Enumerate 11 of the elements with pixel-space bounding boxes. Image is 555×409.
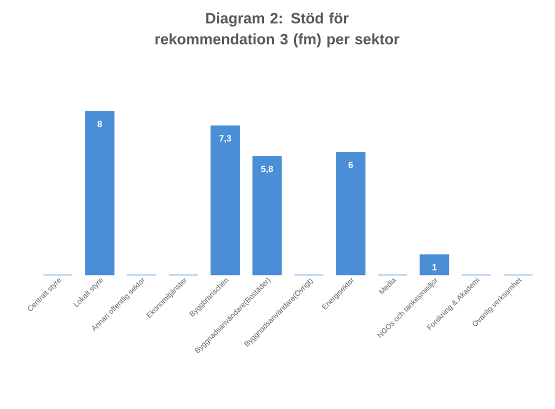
data-label: 6 [348, 162, 353, 168]
data-label: 5,8 [261, 166, 274, 174]
bar [210, 125, 240, 276]
data-label: 7,3 [219, 135, 232, 143]
bar [252, 156, 282, 276]
bar [420, 254, 450, 276]
chart-title: Diagram 2: Stöd för rekommendation 3 (fm) per sektor [156, 12, 400, 48]
bar [336, 152, 366, 276]
data-label: 1 [432, 264, 437, 270]
data-label: 8 [98, 120, 102, 128]
bar [85, 111, 114, 276]
